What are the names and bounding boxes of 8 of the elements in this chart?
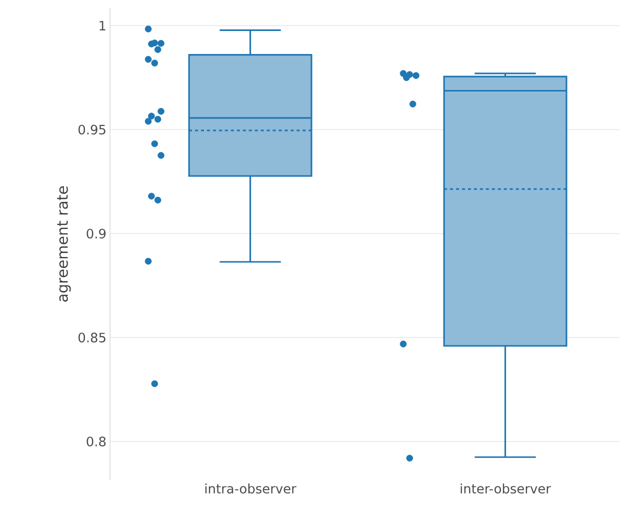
y-tick-label: 0.95 (78, 124, 106, 135)
x-tick-label: intra-observer (205, 484, 296, 494)
y-axis-title: agreement rate (57, 186, 71, 302)
y-tick-label: 0.85 (78, 332, 106, 342)
y-tick-label: 0.9 (86, 228, 106, 238)
y-tick-label: 1 (100, 20, 106, 30)
y-tick-label: 0.8 (86, 436, 106, 446)
x-tick-label: inter-observer (460, 484, 551, 494)
